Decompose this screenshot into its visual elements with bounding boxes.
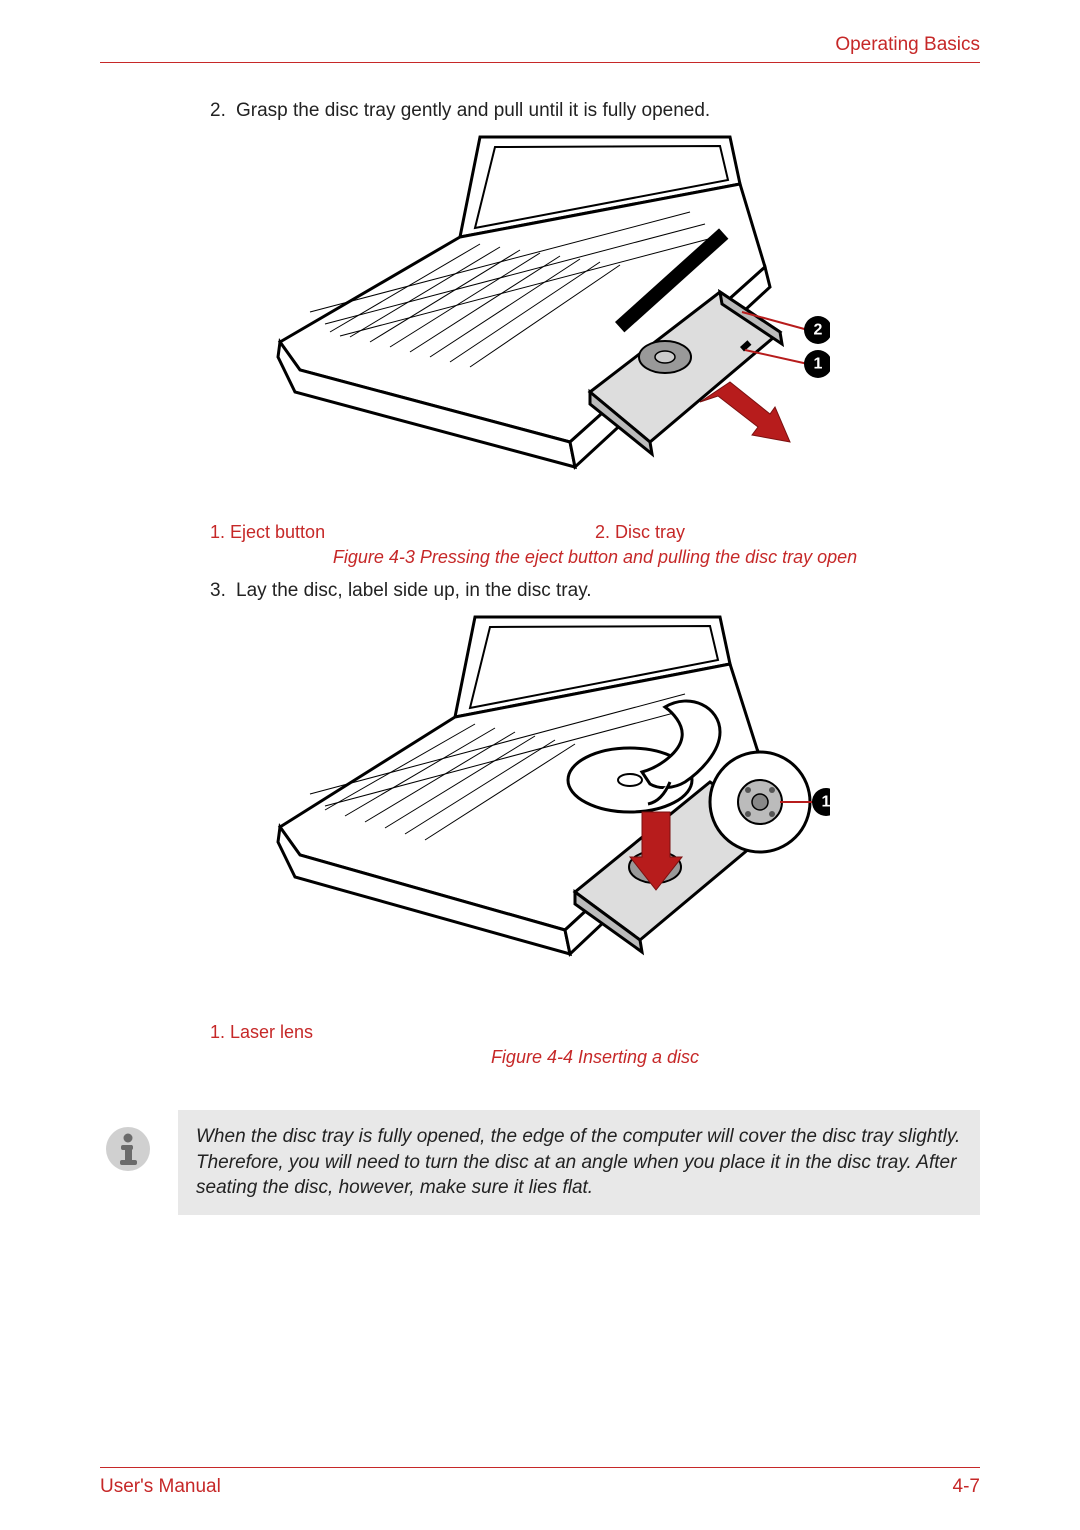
callout-eject-button: 1. Eject button xyxy=(210,522,595,543)
footer-rule xyxy=(100,1467,980,1468)
laptop-disc-tray-illustration: 2 1 xyxy=(270,132,830,512)
step-2: 2. Grasp the disc tray gently and pull u… xyxy=(210,100,980,122)
figure-4-4: 1 xyxy=(270,612,830,1012)
header-rule xyxy=(100,62,980,63)
footer-manual-label: User's Manual xyxy=(100,1476,221,1498)
callout-badge-1: 1 xyxy=(822,794,830,811)
step-number: 2. xyxy=(210,100,236,122)
step-text: Lay the disc, label side up, in the disc… xyxy=(236,580,980,602)
footer-page-number: 4-7 xyxy=(953,1476,980,1498)
laptop-insert-disc-illustration: 1 xyxy=(270,612,830,1012)
figure1-caption: Figure 4-3 Pressing the eject button and… xyxy=(210,547,980,568)
callout-badge-2: 2 xyxy=(814,322,823,339)
header-section: Operating Basics xyxy=(835,34,980,56)
callout-laser-lens: 1. Laser lens xyxy=(210,1022,595,1043)
figure2-callout-row: 1. Laser lens xyxy=(210,1022,980,1043)
callout-disc-tray: 2. Disc tray xyxy=(595,522,980,543)
step-text: Grasp the disc tray gently and pull unti… xyxy=(236,100,980,122)
info-icon xyxy=(100,1110,156,1172)
content-area: 2. Grasp the disc tray gently and pull u… xyxy=(210,100,980,1080)
figure2-caption: Figure 4-4 Inserting a disc xyxy=(210,1047,980,1068)
page: Operating Basics 2. Grasp the disc tray … xyxy=(0,0,1080,1530)
step-3: 3. Lay the disc, label side up, in the d… xyxy=(210,580,980,602)
note-text: When the disc tray is fully opened, the … xyxy=(178,1110,980,1215)
figure-4-3: 2 1 xyxy=(270,132,830,512)
callout-badge-1: 1 xyxy=(814,356,823,373)
step-number: 3. xyxy=(210,580,236,602)
note-block: When the disc tray is fully opened, the … xyxy=(100,1110,980,1215)
figure1-callout-row: 1. Eject button 2. Disc tray xyxy=(210,522,980,543)
